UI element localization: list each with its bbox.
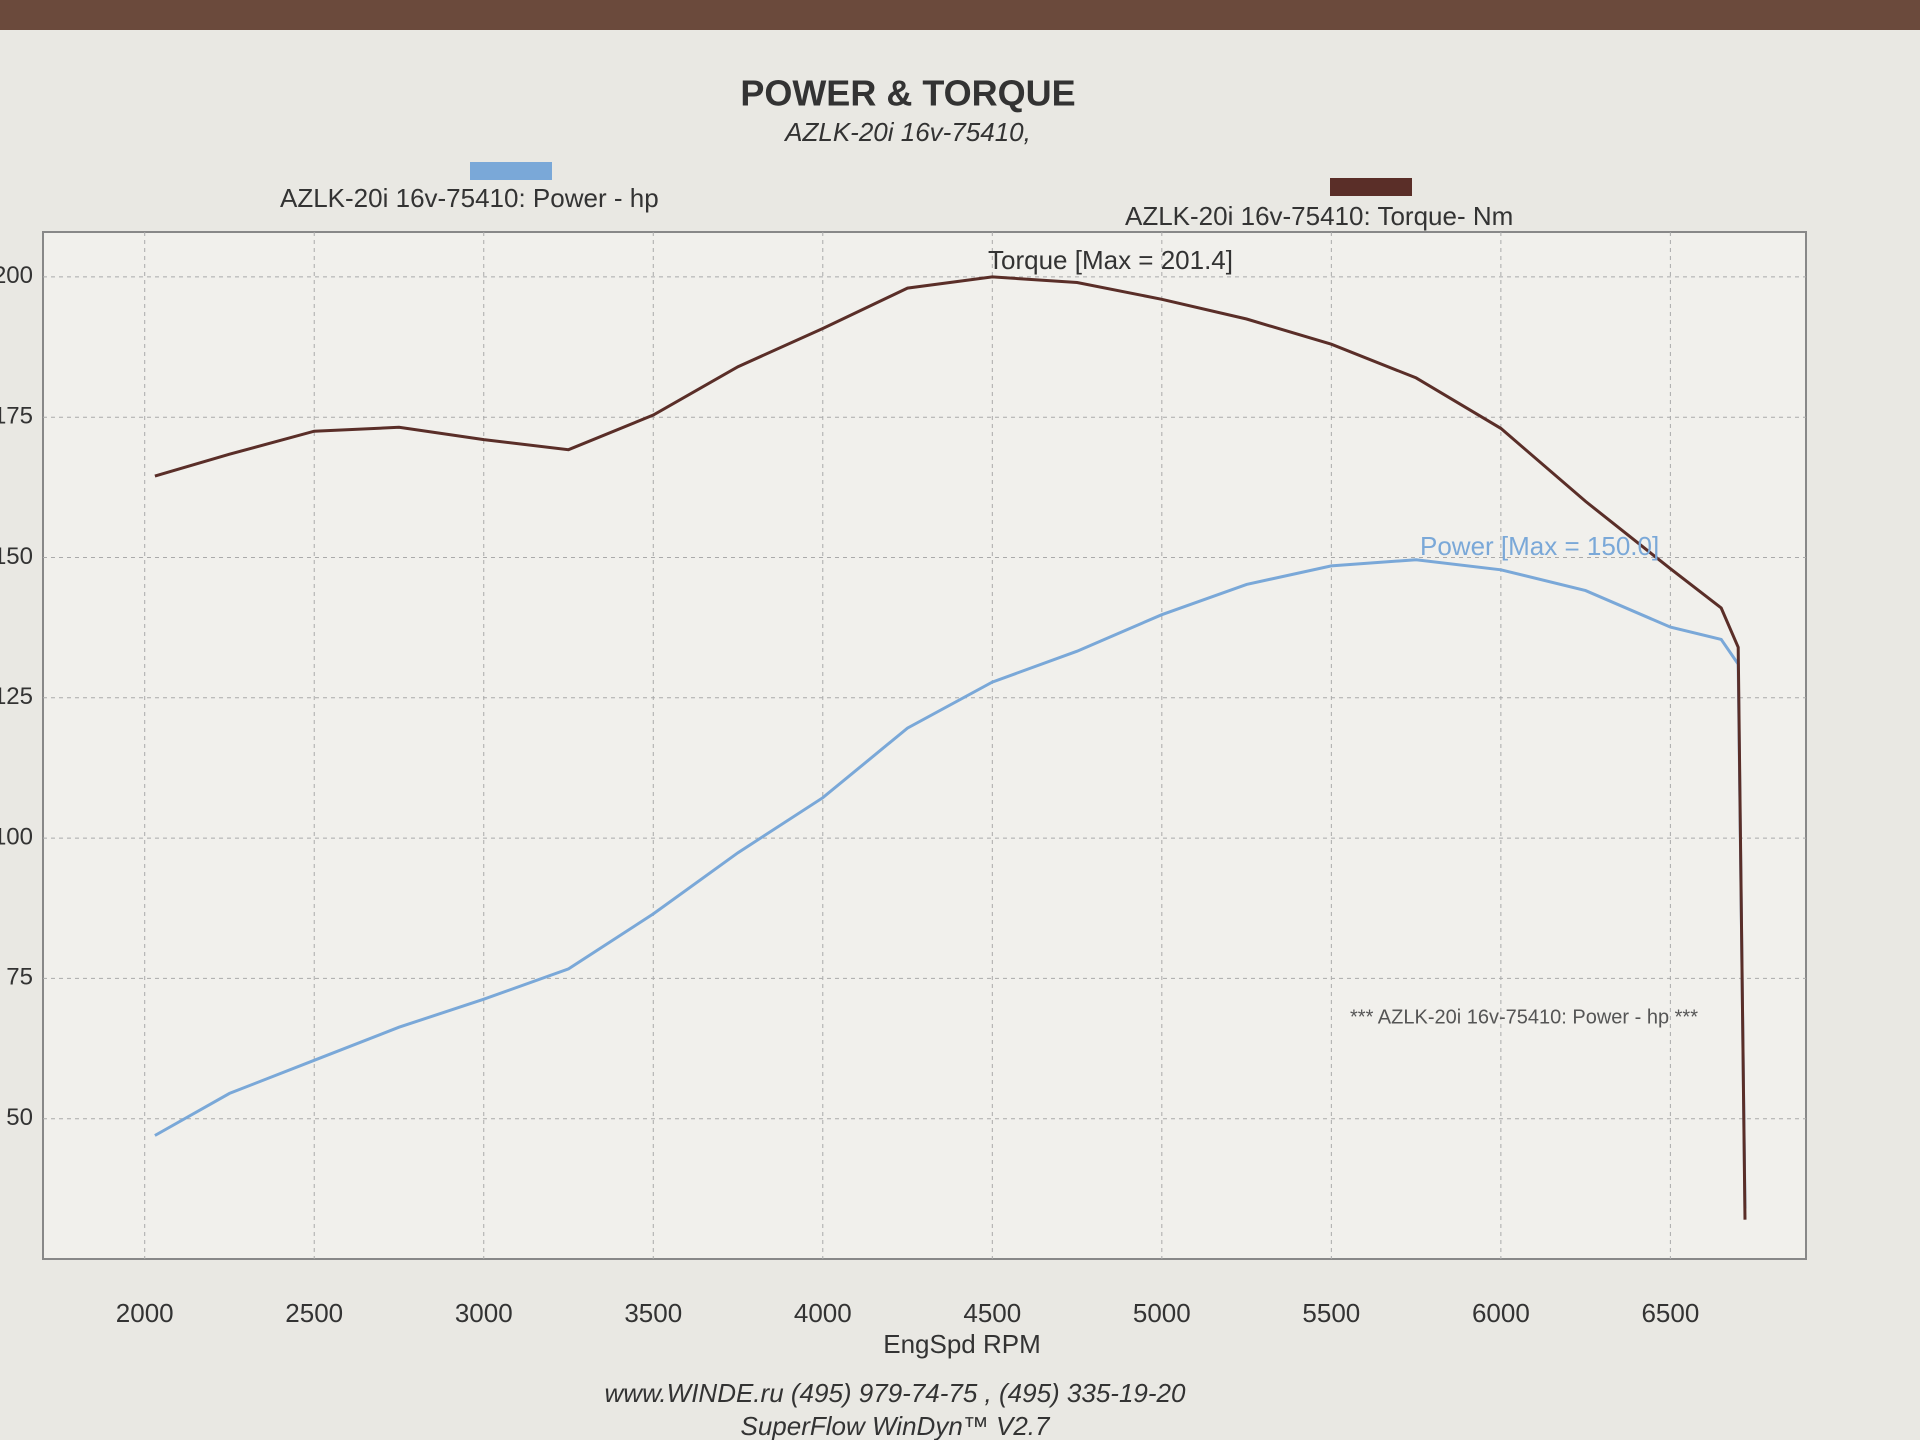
annotation: *** AZLK-20i 16v-75410: Power - hp *** bbox=[1350, 1006, 1698, 1028]
x-tick-label: 5000 bbox=[1133, 1298, 1191, 1328]
chart-subtitle: AZLK-20i 16v-75410, bbox=[783, 117, 1031, 147]
y-tick-label: 150 bbox=[0, 543, 33, 570]
footer-line: SuperFlow WinDyn™ V2.7 bbox=[741, 1411, 1052, 1440]
annotation: Power [Max = 150.0] bbox=[1420, 531, 1659, 561]
x-tick-label: 3000 bbox=[455, 1298, 513, 1328]
y-tick-label: 100 bbox=[0, 823, 33, 850]
x-tick-label: 6500 bbox=[1641, 1298, 1699, 1328]
x-tick-label: 2500 bbox=[285, 1298, 343, 1328]
legend-label: AZLK-20i 16v-75410: Power - hp bbox=[280, 183, 659, 213]
x-tick-label: 4500 bbox=[963, 1298, 1021, 1328]
series-line bbox=[154, 558, 1747, 1209]
y-tick-label: 75 bbox=[6, 964, 33, 991]
x-tick-label: 6000 bbox=[1472, 1298, 1530, 1328]
annotation: Torque [Max = 201.4] bbox=[988, 245, 1233, 275]
y-tick-label: 175 bbox=[0, 403, 33, 430]
x-axis-label: EngSpd RPM bbox=[883, 1329, 1041, 1359]
legend-label: AZLK-20i 16v-75410: Torque- Nm bbox=[1125, 201, 1513, 231]
chart-title: POWER & TORQUE bbox=[740, 73, 1075, 114]
x-tick-label: 2000 bbox=[116, 1298, 174, 1328]
x-tick-label: 4000 bbox=[794, 1298, 852, 1328]
legend-swatch bbox=[1330, 178, 1412, 196]
footer-line: www.WINDE.ru (495) 979-74-75 , (495) 335… bbox=[605, 1378, 1186, 1408]
y-tick-label: 50 bbox=[6, 1104, 33, 1131]
legend-swatch bbox=[470, 162, 552, 180]
x-tick-label: 5500 bbox=[1302, 1298, 1360, 1328]
series-line bbox=[154, 275, 1747, 1220]
x-tick-label: 3500 bbox=[624, 1298, 682, 1328]
y-tick-label: 125 bbox=[0, 683, 33, 710]
plot-area bbox=[42, 231, 1807, 1260]
y-tick-label: 200 bbox=[0, 262, 33, 289]
